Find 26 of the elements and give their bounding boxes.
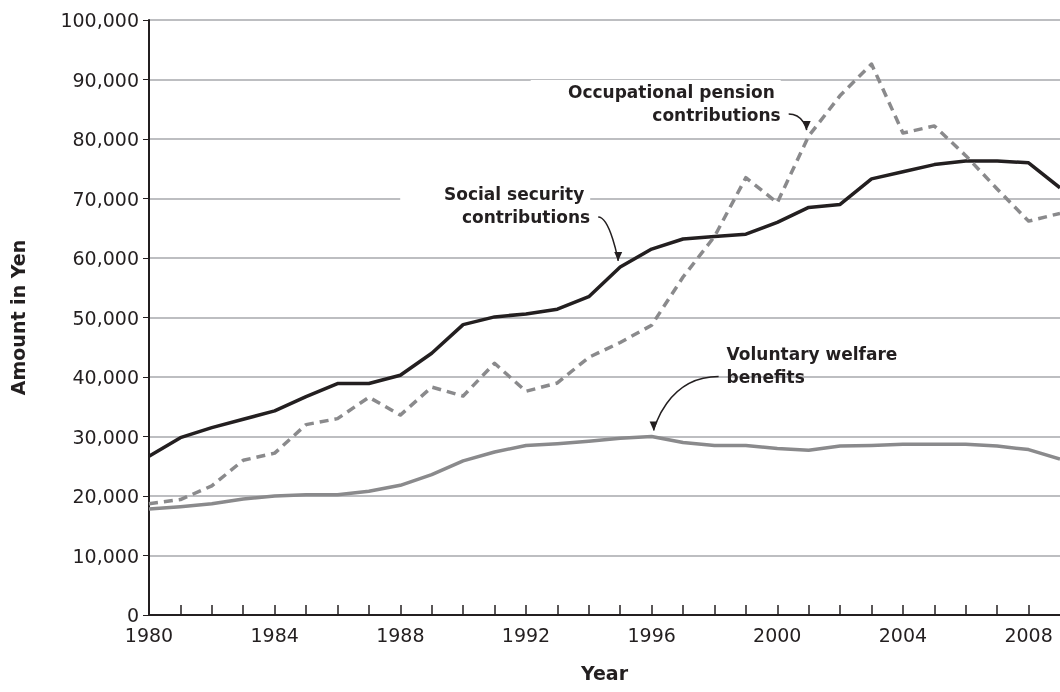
y-tick-label: 20,000 [72, 485, 139, 507]
x-tick-label: 2008 [1004, 623, 1053, 646]
series-label: Occupational pension contributions [567, 81, 781, 125]
y-tick-label: 10,000 [72, 544, 139, 567]
y-tick-label: 100,000 [60, 9, 139, 31]
x-tick-label: 1992 [501, 623, 551, 646]
x-tick-label: 1980 [124, 623, 174, 646]
y-tick-label: 50,000 [72, 306, 139, 329]
x-tick-label: 1984 [250, 623, 299, 646]
x-tick-label: 1988 [376, 623, 425, 646]
x-tick-label: 2000 [753, 623, 802, 646]
x-tick-label: 2004 [878, 623, 928, 646]
y-tick-label: 90,000 [72, 68, 139, 91]
text: Voluntary welfare benefits [726, 344, 904, 387]
x-axis-title: Year [579, 661, 629, 684]
y-tick-label: 80,000 [72, 128, 139, 150]
y-tick-label: 30,000 [72, 425, 139, 448]
y-tick-label: 0 [126, 604, 139, 626]
text: Social security contributions [443, 184, 591, 228]
x-tick-label: 1996 [627, 623, 676, 646]
y-axis-title: Amount in Yen [6, 239, 29, 396]
line-series [147, 434, 1060, 511]
y-tick-label: 40,000 [72, 366, 139, 388]
line-series [147, 62, 1060, 506]
y-tick-label: 60,000 [72, 247, 139, 269]
y-tick-label: 70,000 [72, 187, 139, 210]
